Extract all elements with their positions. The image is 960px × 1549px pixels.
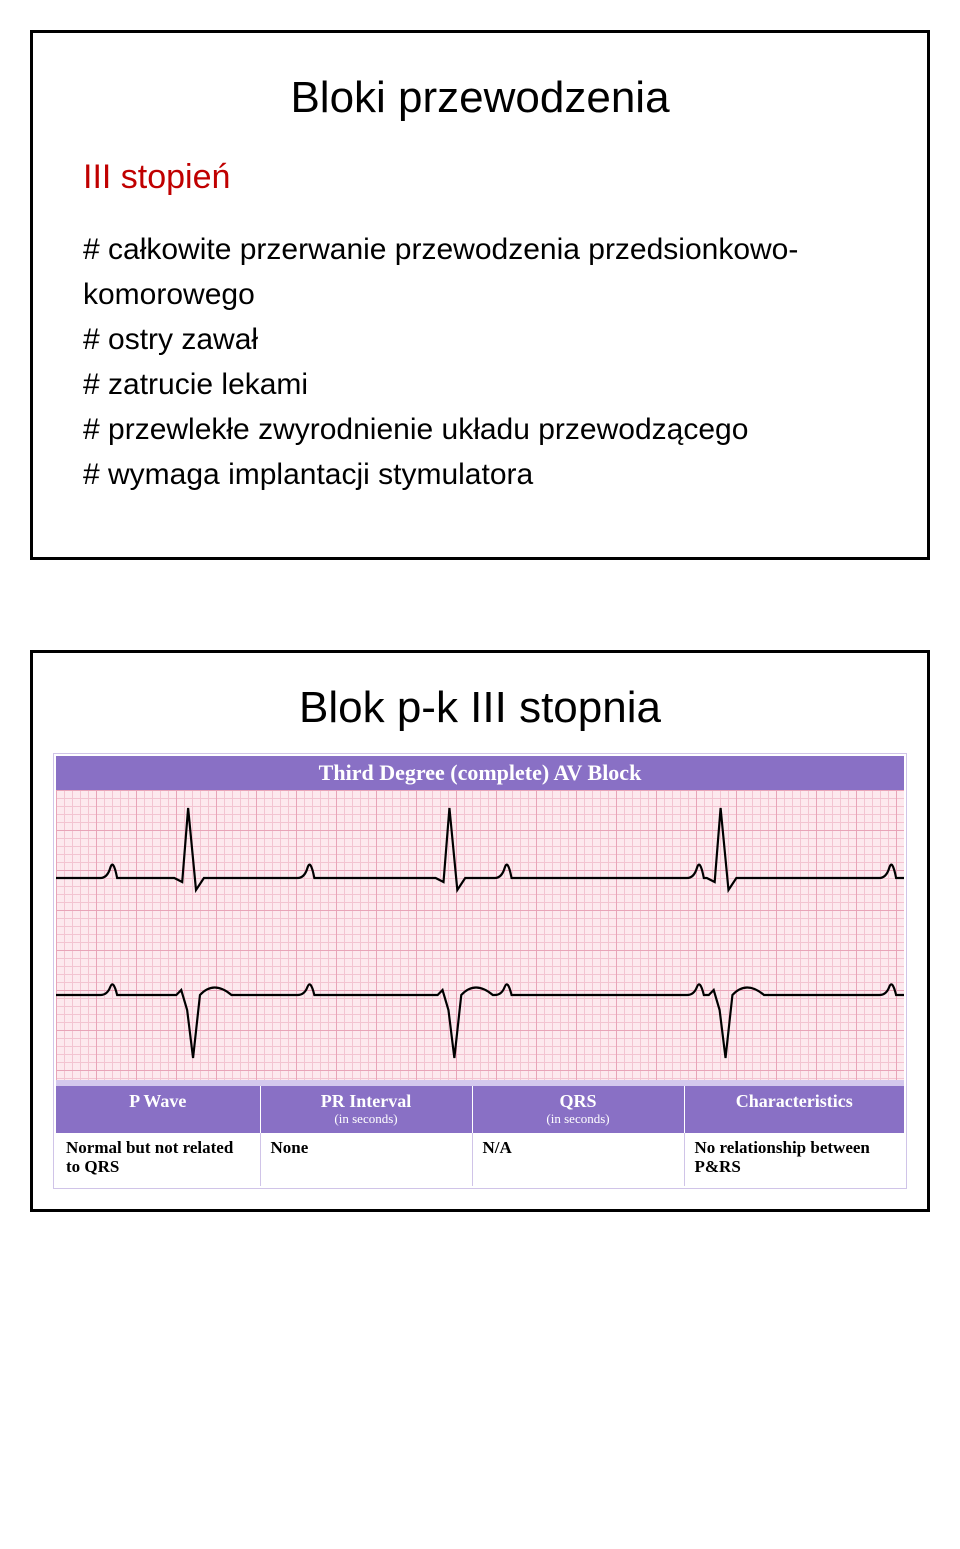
ecg-chart: Third Degree (complete) AV Block P Wave … [53, 753, 907, 1189]
col-header-char: Characteristics [684, 1086, 904, 1133]
col-value-char: No relationship between P&RS [684, 1133, 904, 1186]
col-header-label: Characteristics [693, 1092, 896, 1111]
ecg-traces [56, 790, 904, 1080]
col-header-label: QRS [481, 1092, 676, 1111]
col-header-pwave: P Wave [56, 1086, 260, 1133]
col-header-qrs: QRS (in seconds) [472, 1086, 684, 1133]
list-item: # przewlekłe zwyrodnienie układu przewod… [83, 407, 877, 452]
col-value-pr: None [260, 1133, 472, 1186]
slide-bloki-przewodzenia: Bloki przewodzenia III stopień # całkowi… [30, 30, 930, 560]
slide2-title: Blok p-k III stopnia [53, 683, 907, 733]
col-header-sub: (in seconds) [269, 1111, 464, 1127]
col-header-label: P Wave [64, 1092, 252, 1111]
list-item: # wymaga implantacji stymulatora [83, 452, 877, 497]
col-header-sub: (in seconds) [481, 1111, 676, 1127]
chart-column-values: Normal but not related to QRS None N/A N… [56, 1133, 904, 1186]
col-header-pr: PR Interval (in seconds) [260, 1086, 472, 1133]
slide-subtitle: III stopień [83, 158, 877, 197]
ecg-trace-1 [56, 808, 904, 890]
col-header-label: PR Interval [269, 1092, 464, 1111]
list-item: # zatrucie lekami [83, 362, 877, 407]
chart-column-headers: P Wave PR Interval (in seconds) QRS (in … [56, 1086, 904, 1133]
bullet-list: # całkowite przerwanie przewodzenia prze… [83, 227, 877, 497]
col-value-pwave: Normal but not related to QRS [56, 1133, 260, 1186]
ecg-trace-2 [56, 984, 904, 1058]
col-value-qrs: N/A [472, 1133, 684, 1186]
chart-header: Third Degree (complete) AV Block [56, 756, 904, 790]
list-item: # ostry zawał [83, 317, 877, 362]
list-item: # całkowite przerwanie przewodzenia prze… [83, 227, 877, 317]
slide-blok-pk-iii: Blok p-k III stopnia Third Degree (compl… [30, 650, 930, 1212]
slide-title: Bloki przewodzenia [83, 73, 877, 123]
ecg-area [56, 790, 904, 1080]
